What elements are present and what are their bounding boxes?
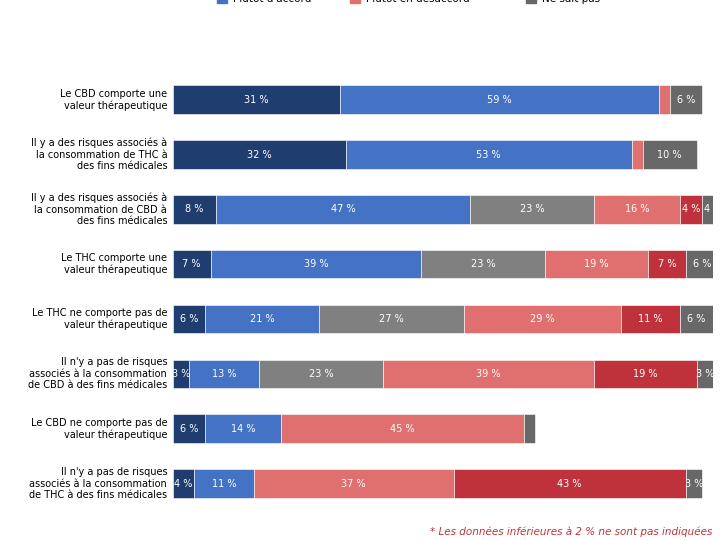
Text: 6 %: 6 % [677, 94, 695, 105]
Text: 19 %: 19 % [633, 369, 657, 379]
Bar [259, 360, 383, 388]
Bar [173, 414, 205, 443]
Text: 43 %: 43 % [557, 478, 582, 489]
Bar [346, 140, 632, 169]
Legend: Fortement d'accord, Plutôt d'accord, Ni d'accord ni en désaccord, Plutôt en désa: Fortement d'accord, Plutôt d'accord, Ni … [212, 0, 673, 8]
Text: 11 %: 11 % [212, 478, 236, 489]
Text: 47 %: 47 % [330, 204, 355, 214]
Text: 3 %: 3 % [696, 369, 714, 379]
Text: 23 %: 23 % [471, 259, 495, 269]
Text: 3 %: 3 % [685, 478, 703, 489]
Text: 10 %: 10 % [657, 150, 682, 159]
Bar [680, 305, 713, 333]
Text: 6 %: 6 % [180, 424, 198, 434]
Text: 59 %: 59 % [487, 94, 512, 105]
Text: 31 %: 31 % [244, 94, 269, 105]
Text: 4 %: 4 % [703, 204, 720, 214]
Bar [643, 140, 697, 169]
Text: 37 %: 37 % [341, 478, 366, 489]
Text: 3 %: 3 % [171, 369, 190, 379]
Bar [173, 360, 189, 388]
Text: 6 %: 6 % [693, 259, 711, 269]
Text: 11 %: 11 % [639, 314, 663, 324]
Bar [173, 469, 194, 498]
Text: 23 %: 23 % [309, 369, 333, 379]
Bar [621, 305, 680, 333]
Text: 19 %: 19 % [585, 259, 609, 269]
Text: 14 %: 14 % [230, 424, 256, 434]
Bar [685, 469, 702, 498]
Text: * Les données inférieures à 2 % ne sont pas indiquées: * Les données inférieures à 2 % ne sont … [431, 527, 713, 537]
Text: 39 %: 39 % [477, 369, 501, 379]
Bar [697, 360, 713, 388]
Bar [632, 140, 643, 169]
Bar [594, 195, 680, 224]
Text: 29 %: 29 % [531, 314, 555, 324]
Bar [189, 360, 259, 388]
Bar [594, 360, 697, 388]
Text: 27 %: 27 % [379, 314, 404, 324]
Text: 53 %: 53 % [477, 150, 501, 159]
Bar [281, 414, 523, 443]
Text: 7 %: 7 % [182, 259, 201, 269]
Text: 6 %: 6 % [180, 314, 198, 324]
Bar [340, 85, 659, 114]
Bar [383, 360, 594, 388]
Text: 32 %: 32 % [247, 150, 271, 159]
Bar [319, 305, 464, 333]
Text: 4 %: 4 % [174, 478, 193, 489]
Bar [670, 85, 702, 114]
Bar [454, 469, 686, 498]
Bar [205, 414, 281, 443]
Text: 16 %: 16 % [625, 204, 649, 214]
Bar [210, 250, 421, 279]
Bar [253, 469, 454, 498]
Bar [173, 85, 340, 114]
Bar [173, 140, 346, 169]
Text: 6 %: 6 % [688, 314, 706, 324]
Bar [173, 305, 205, 333]
Bar [421, 250, 546, 279]
Bar [216, 195, 470, 224]
Bar [685, 250, 718, 279]
Bar [173, 195, 216, 224]
Bar [194, 469, 253, 498]
Text: 21 %: 21 % [250, 314, 274, 324]
Bar [648, 250, 685, 279]
Bar [523, 414, 534, 443]
Text: 8 %: 8 % [185, 204, 204, 214]
Text: 45 %: 45 % [390, 424, 415, 434]
Text: 13 %: 13 % [212, 369, 236, 379]
Text: 4 %: 4 % [682, 204, 701, 214]
Bar [659, 85, 670, 114]
Bar [464, 305, 621, 333]
Bar [702, 195, 720, 224]
Text: 23 %: 23 % [520, 204, 544, 214]
Text: 7 %: 7 % [657, 259, 676, 269]
Bar [680, 195, 702, 224]
Bar [469, 195, 594, 224]
Text: 39 %: 39 % [304, 259, 328, 269]
Bar [546, 250, 648, 279]
Bar [205, 305, 319, 333]
Bar [173, 250, 210, 279]
